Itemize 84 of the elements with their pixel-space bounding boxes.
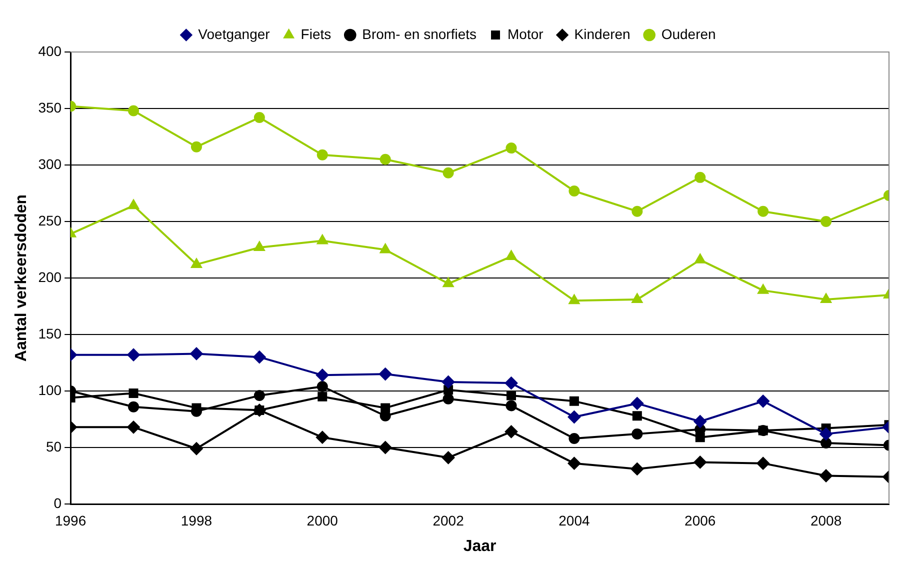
point xyxy=(128,105,140,116)
point xyxy=(820,437,832,448)
legend-label: Kinderen xyxy=(574,26,630,42)
point xyxy=(442,277,454,288)
point xyxy=(316,380,328,392)
point xyxy=(378,441,392,454)
point xyxy=(820,469,833,482)
point xyxy=(506,250,517,260)
point xyxy=(757,284,769,294)
legend-label: Voetganger xyxy=(198,26,270,42)
point xyxy=(694,172,706,183)
point xyxy=(316,430,329,444)
point xyxy=(128,401,140,412)
point xyxy=(442,375,455,388)
point xyxy=(254,240,266,251)
point xyxy=(380,243,392,254)
point xyxy=(190,258,202,268)
point xyxy=(632,206,643,217)
x-tick-label: 1998 xyxy=(180,512,212,528)
point xyxy=(694,456,707,469)
point xyxy=(128,199,140,210)
x-tick-label: 2006 xyxy=(684,512,716,528)
point xyxy=(316,149,328,160)
y-axis-title: Aantal verkeersdoden xyxy=(13,194,30,362)
legend-label: Motor xyxy=(508,26,544,42)
point xyxy=(504,376,518,390)
y-tick-label: 350 xyxy=(38,99,62,116)
x-tick-label: 2004 xyxy=(558,512,590,528)
x-tick-label: 2002 xyxy=(432,512,464,528)
point xyxy=(442,393,454,404)
legend-label: Brom- en snorfiets xyxy=(362,26,477,42)
point xyxy=(568,410,581,424)
point xyxy=(254,112,265,124)
point xyxy=(630,462,644,476)
point xyxy=(190,442,203,456)
point xyxy=(756,394,770,408)
legend-label: Fiets xyxy=(300,26,332,42)
x-axis-title: Jaar xyxy=(463,538,496,555)
point xyxy=(378,368,392,381)
point xyxy=(630,396,644,410)
point xyxy=(252,350,266,364)
point xyxy=(380,154,391,165)
y-tick-label: 150 xyxy=(38,325,62,342)
point xyxy=(820,216,832,227)
point xyxy=(128,388,138,398)
y-tick-label: 0 xyxy=(54,494,62,511)
point xyxy=(190,347,203,360)
point xyxy=(758,206,769,217)
point xyxy=(190,141,202,152)
y-tick-label: 250 xyxy=(38,212,62,228)
point xyxy=(316,368,329,382)
point xyxy=(820,292,832,303)
y-tick-label: 200 xyxy=(38,268,62,285)
y-tick-label: 50 xyxy=(46,438,62,454)
point xyxy=(820,427,833,440)
point xyxy=(506,390,516,400)
point xyxy=(568,294,580,304)
point xyxy=(504,425,518,438)
point xyxy=(442,167,454,178)
point xyxy=(127,420,140,434)
y-tick-label: 300 xyxy=(38,156,62,172)
point xyxy=(569,396,579,406)
point xyxy=(632,428,643,440)
point xyxy=(254,390,265,402)
point xyxy=(568,432,580,444)
legend-label: Ouderen xyxy=(661,26,716,42)
point xyxy=(694,415,707,428)
y-tick-label: 100 xyxy=(38,382,62,398)
point xyxy=(318,392,328,402)
point xyxy=(632,411,642,421)
point xyxy=(127,348,140,362)
x-tick-label: 2000 xyxy=(306,512,338,528)
point xyxy=(568,185,580,196)
x-tick-label: 2008 xyxy=(810,512,842,528)
point xyxy=(756,456,770,470)
point xyxy=(631,292,643,303)
y-tick-label: 400 xyxy=(38,42,62,59)
point xyxy=(568,456,581,470)
point xyxy=(316,234,328,244)
point xyxy=(506,400,517,412)
point xyxy=(694,253,706,264)
point xyxy=(442,451,455,464)
x-tick-label: 1996 xyxy=(54,512,86,528)
point xyxy=(506,142,517,154)
